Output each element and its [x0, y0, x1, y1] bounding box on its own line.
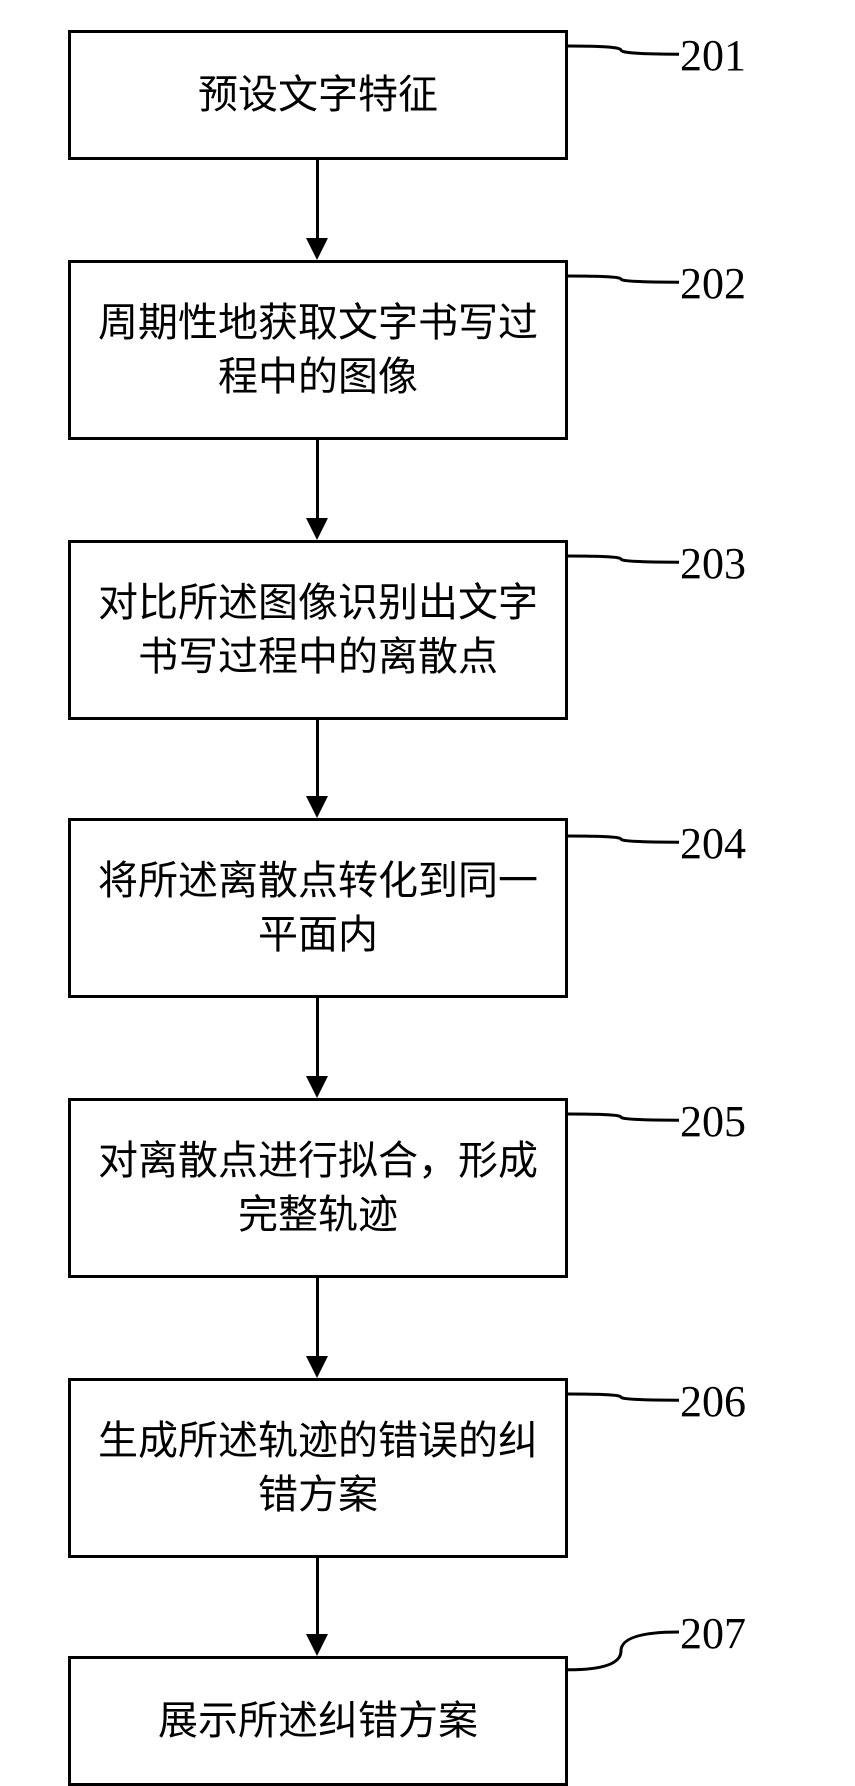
arrow-head-icon — [306, 1076, 328, 1098]
flowchart-node-n4: 将所述离散点转化到同一平面内 — [68, 818, 568, 998]
node-text: 预设文字特征 — [198, 68, 438, 122]
flowchart-container: 预设文字特征 201 周期性地获取文字书写过程中的图像 202 对比所述图像识别出文字书… — [0, 0, 855, 1741]
label-connector-n3 — [568, 546, 684, 572]
flowchart-node-n1: 预设文字特征 — [68, 30, 568, 160]
arrow-head-icon — [306, 796, 328, 818]
flowchart-label-n6: 206 — [680, 1376, 746, 1427]
flowchart-node-n2: 周期性地获取文字书写过程中的图像 — [68, 260, 568, 440]
flowchart-node-n3: 对比所述图像识别出文字书写过程中的离散点 — [68, 540, 568, 720]
node-text: 对离散点进行拟合，形成完整轨迹 — [91, 1134, 545, 1242]
flowchart-label-n2: 202 — [680, 258, 746, 309]
arrow-head-icon — [306, 518, 328, 540]
arrow-head-icon — [306, 238, 328, 260]
flowchart-node-n6: 生成所述轨迹的错误的纠错方案 — [68, 1378, 568, 1558]
arrow-head-icon — [306, 1634, 328, 1656]
node-text: 周期性地获取文字书写过程中的图像 — [91, 296, 545, 404]
node-text: 对比所述图像识别出文字书写过程中的离散点 — [91, 576, 545, 684]
label-connector-n2 — [568, 266, 684, 292]
label-connector-n4 — [568, 826, 684, 852]
flowchart-label-n5: 205 — [680, 1096, 746, 1147]
label-connector-n1 — [568, 36, 684, 64]
label-connector-n7 — [568, 1622, 684, 1680]
label-connector-n6 — [568, 1384, 684, 1410]
flowchart-label-n1: 201 — [680, 30, 746, 81]
arrow-head-icon — [306, 1356, 328, 1378]
flowchart-node-n7: 展示所述纠错方案 — [68, 1656, 568, 1786]
flowchart-label-n4: 204 — [680, 818, 746, 869]
node-text: 生成所述轨迹的错误的纠错方案 — [91, 1414, 545, 1522]
label-connector-n5 — [568, 1104, 684, 1130]
flowchart-label-n3: 203 — [680, 538, 746, 589]
flowchart-node-n5: 对离散点进行拟合，形成完整轨迹 — [68, 1098, 568, 1278]
flowchart-label-n7: 207 — [680, 1608, 746, 1659]
node-text: 展示所述纠错方案 — [158, 1694, 478, 1748]
node-text: 将所述离散点转化到同一平面内 — [91, 854, 545, 962]
